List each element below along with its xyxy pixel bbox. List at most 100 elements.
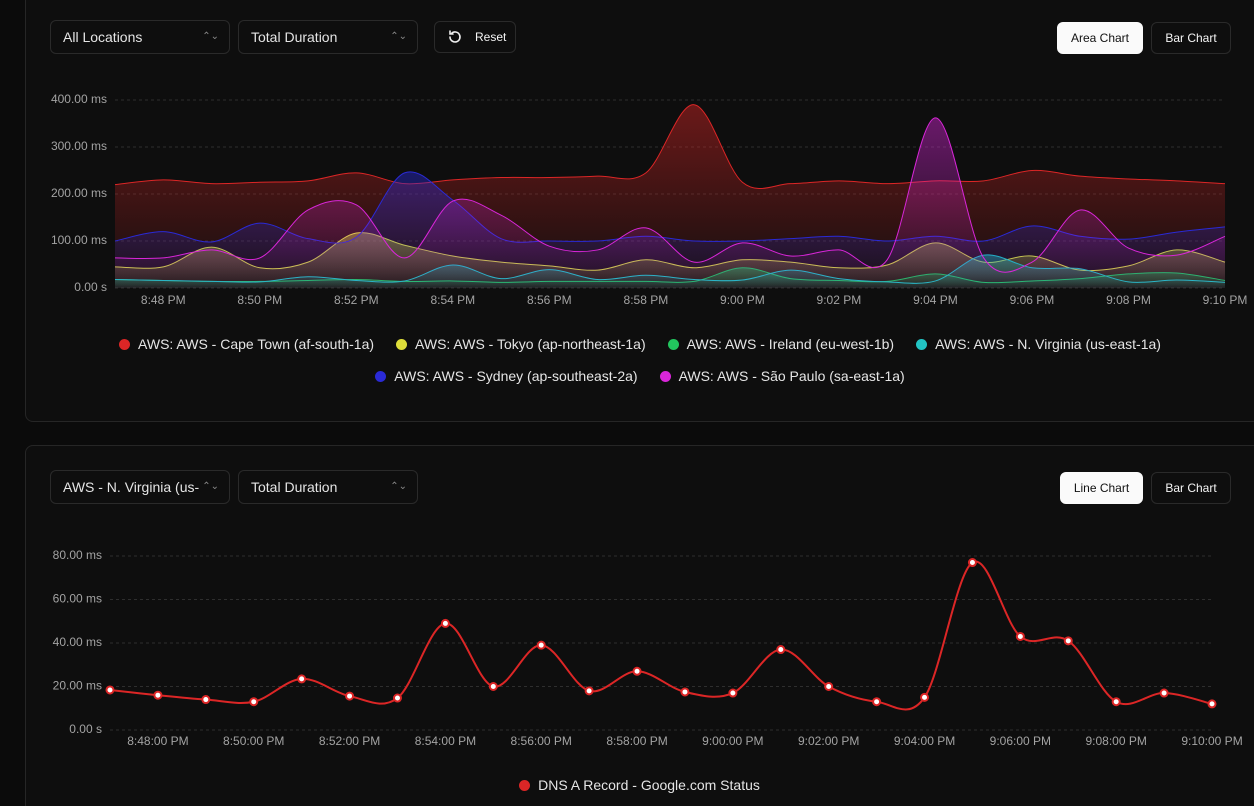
y-tick-label: 0.00 s xyxy=(74,280,107,294)
location-select[interactable]: All Locations ⌃⌄ xyxy=(50,20,230,54)
point xyxy=(249,697,259,707)
metric-select[interactable]: Total Duration ⌃⌄ xyxy=(238,470,418,504)
line-chart-button[interactable]: Line Chart xyxy=(1060,472,1143,504)
legend-item: AWS: AWS - Sydney (ap-southeast-2a) xyxy=(375,368,638,384)
y-tick-label: 0.00 s xyxy=(69,722,102,736)
legend-swatch xyxy=(916,338,928,350)
metric-select[interactable]: Total Duration ⌃⌄ xyxy=(238,20,418,54)
legend-item: AWS: AWS - São Paulo (sa-east-1a) xyxy=(659,368,905,384)
bar-chart-button[interactable]: Bar Chart xyxy=(1151,472,1231,504)
x-tick-label: 8:48 PM xyxy=(141,293,186,307)
legend-swatch xyxy=(659,370,671,382)
point xyxy=(488,682,498,691)
x-tick-label: 9:10 PM xyxy=(1203,293,1248,307)
y-tick-label: 40.00 ms xyxy=(53,635,102,649)
x-tick-label: 8:54 PM xyxy=(430,293,475,307)
x-tick-label: 9:00:00 PM xyxy=(702,734,763,748)
reset-icon xyxy=(449,30,461,43)
legend-label: AWS: AWS - Cape Town (af-south-1a) xyxy=(138,336,375,352)
select-text: Total Duration xyxy=(251,479,338,495)
legend-label: AWS: AWS - São Paulo (sa-east-1a) xyxy=(678,368,905,384)
button-text: Reset xyxy=(475,30,507,44)
x-tick-label: 9:04 PM xyxy=(913,293,958,307)
y-tick-label: 200.00 ms xyxy=(51,186,107,200)
legend-label: AWS: AWS - Tokyo (ap-northeast-1a) xyxy=(415,336,646,352)
point xyxy=(967,558,977,568)
x-tick-label: 9:02 PM xyxy=(817,293,862,307)
x-tick-label: 9:06 PM xyxy=(1010,293,1055,307)
point xyxy=(824,682,834,691)
legend-swatch xyxy=(667,338,679,350)
x-tick-label: 9:10:00 PM xyxy=(1181,734,1242,748)
legend-swatch xyxy=(119,338,131,350)
area-chart-button[interactable]: Area Chart xyxy=(1057,22,1143,54)
series-line xyxy=(114,117,1226,273)
point xyxy=(440,618,450,628)
x-tick-label: 8:50 PM xyxy=(237,293,282,307)
point xyxy=(153,690,163,700)
y-tick-label: 400.00 ms xyxy=(51,92,107,106)
x-tick-label: 9:02:00 PM xyxy=(798,734,859,748)
legend-swatch xyxy=(375,370,387,382)
legend-label: AWS: AWS - Ireland (eu-west-1b) xyxy=(686,336,895,352)
point xyxy=(632,666,642,676)
x-tick-label: 9:08 PM xyxy=(1106,293,1151,307)
y-tick-label: 60.00 ms xyxy=(53,592,102,606)
legend: DNS A Record - Google.com Status xyxy=(25,777,1254,793)
point xyxy=(728,688,738,698)
point xyxy=(776,645,786,655)
legend: AWS: AWS - Cape Town (af-south-1a) AWS: A… xyxy=(90,336,1190,384)
point xyxy=(584,686,594,696)
x-tick-label: 8:58 PM xyxy=(624,293,669,307)
point xyxy=(201,695,211,705)
location-select[interactable]: AWS - N. Virginia (us- ⌃⌄ xyxy=(50,470,230,504)
y-tick-label: 100.00 ms xyxy=(51,233,107,247)
x-tick-label: 8:54:00 PM xyxy=(415,734,476,748)
point xyxy=(1015,631,1025,641)
y-tick-label: 80.00 ms xyxy=(53,548,102,562)
reset-button[interactable]: Reset xyxy=(434,21,516,53)
point xyxy=(920,692,930,702)
area xyxy=(115,117,1225,288)
x-tick-label: 9:06:00 PM xyxy=(990,734,1051,748)
point xyxy=(1159,688,1169,698)
legend-item: AWS: AWS - N. Virginia (us-east-1a) xyxy=(916,336,1161,352)
x-tick-label: 8:48:00 PM xyxy=(127,734,188,748)
x-tick-label: 8:56 PM xyxy=(527,293,572,307)
x-tick-label: 8:50:00 PM xyxy=(223,734,284,748)
legend-item: DNS A Record - Google.com Status xyxy=(519,777,760,793)
x-tick-label: 9:04:00 PM xyxy=(894,734,955,748)
legend-item: AWS: AWS - Ireland (eu-west-1b) xyxy=(667,336,895,352)
point xyxy=(1111,697,1121,707)
x-tick-label: 8:58:00 PM xyxy=(606,734,667,748)
point xyxy=(297,674,307,684)
x-tick-label: 8:56:00 PM xyxy=(511,734,572,748)
point xyxy=(1063,636,1073,646)
y-tick-label: 20.00 ms xyxy=(53,679,102,693)
series-line xyxy=(114,104,1226,190)
series-line xyxy=(109,560,1213,711)
legend-label: DNS A Record - Google.com Status xyxy=(538,777,760,793)
point xyxy=(536,640,546,650)
point xyxy=(872,697,882,707)
point xyxy=(392,693,402,703)
x-tick-label: 8:52:00 PM xyxy=(319,734,380,748)
point xyxy=(1207,699,1217,709)
legend-swatch xyxy=(519,779,531,791)
point xyxy=(345,691,355,701)
legend-item: AWS: AWS - Tokyo (ap-northeast-1a) xyxy=(396,336,646,352)
point xyxy=(105,685,115,695)
point xyxy=(680,687,690,697)
legend-swatch xyxy=(396,338,408,350)
legend-label: AWS: AWS - N. Virginia (us-east-1a) xyxy=(935,336,1161,352)
x-tick-label: 9:08:00 PM xyxy=(1085,734,1146,748)
x-tick-label: 8:52 PM xyxy=(334,293,379,307)
select-text: Total Duration xyxy=(251,29,338,45)
y-tick-label: 300.00 ms xyxy=(51,139,107,153)
select-text: All Locations xyxy=(63,29,143,45)
bar-chart-button[interactable]: Bar Chart xyxy=(1151,22,1231,54)
legend-label: AWS: AWS - Sydney (ap-southeast-2a) xyxy=(394,368,638,384)
x-tick-label: 9:00 PM xyxy=(720,293,765,307)
